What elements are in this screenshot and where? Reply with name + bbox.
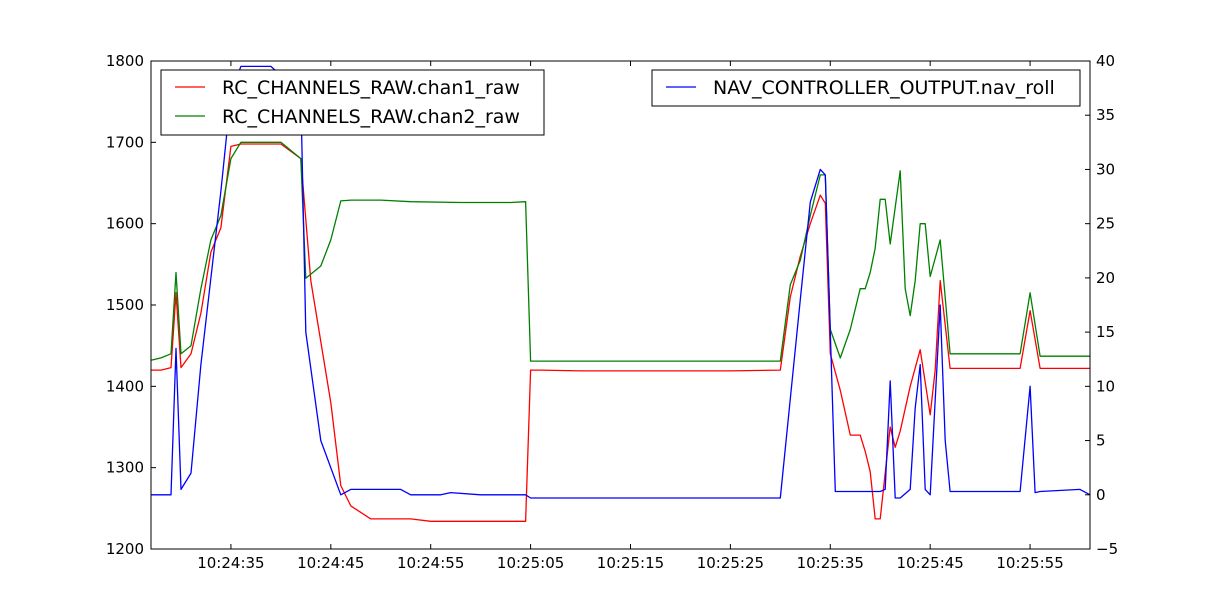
legend-right-box xyxy=(651,69,1081,107)
y2-tick-label: 40 xyxy=(1096,52,1115,70)
x-tick-label: 10:25:25 xyxy=(697,554,764,572)
x-tick-label: 10:24:55 xyxy=(397,554,464,572)
y-tick-label: 1300 xyxy=(106,459,144,477)
axis-ticks: 10:24:35 10:24:45 10:24:55 10:25:05 10:25:15… xyxy=(106,52,1118,572)
legend-label-nav-roll: NAV_CONTROLLER_OUTPUT.nav_roll xyxy=(713,77,1055,99)
series-lines xyxy=(150,65,1091,522)
x-tick-label: 10:25:35 xyxy=(797,554,864,572)
x-tick-label: 10:25:15 xyxy=(597,554,664,572)
x-tick-label: 10:25:05 xyxy=(497,554,564,572)
y-tick-label: 1400 xyxy=(106,377,144,395)
y2-tick-label: 0 xyxy=(1096,486,1106,504)
legend-label-chan1: RC_CHANNELS_RAW.chan1_raw xyxy=(222,77,520,99)
y2-tick-label: −5 xyxy=(1096,540,1118,558)
y2-tick-label: 25 xyxy=(1096,215,1115,233)
x-tick-label: 10:24:45 xyxy=(297,554,364,572)
y2-tick-label: 5 xyxy=(1096,432,1106,450)
legend-left: RC_CHANNELS_RAW.chan1_raw RC_CHANNELS_RA… xyxy=(160,69,545,136)
x-tick-label: 10:25:45 xyxy=(896,554,963,572)
legend-label-chan2: RC_CHANNELS_RAW.chan2_raw xyxy=(222,106,520,128)
x-tick-label: 10:25:55 xyxy=(996,554,1063,572)
y2-tick-label: 15 xyxy=(1096,323,1115,341)
y2-tick-label: 20 xyxy=(1096,269,1115,287)
y2-tick-label: 10 xyxy=(1096,377,1115,395)
x-tick-label: 10:24:35 xyxy=(197,554,264,572)
y-tick-label: 1600 xyxy=(106,215,144,233)
y-tick-label: 1700 xyxy=(106,133,144,151)
y2-tick-label: 35 xyxy=(1096,106,1115,124)
series-line-0 xyxy=(151,143,1090,522)
y-tick-label: 1800 xyxy=(106,52,144,70)
legend-right: NAV_CONTROLLER_OUTPUT.nav_roll xyxy=(651,69,1081,107)
legend-left-box xyxy=(160,69,545,136)
y2-tick-label: 30 xyxy=(1096,160,1115,178)
y-tick-label: 1500 xyxy=(106,296,144,314)
series-line-1 xyxy=(150,141,1090,362)
y-tick-label: 1200 xyxy=(106,540,144,558)
series-line-2 xyxy=(151,65,1091,499)
